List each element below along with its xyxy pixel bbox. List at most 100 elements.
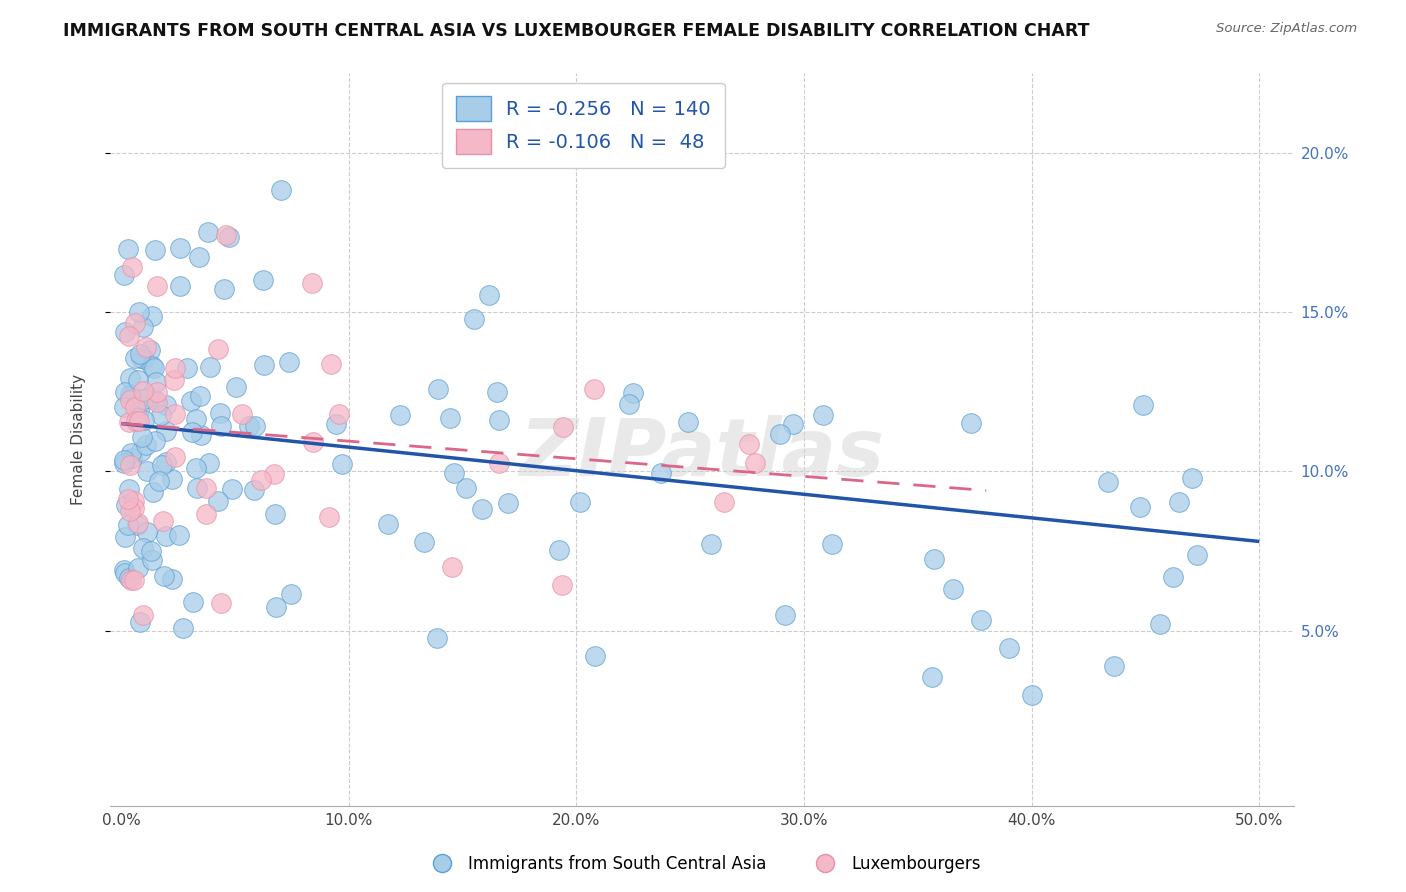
- Point: [744, 457, 766, 471]
- Text: ZIPatlas: ZIPatlas: [519, 415, 884, 493]
- Point: [325, 417, 347, 431]
- Point: [132, 392, 155, 406]
- Point: [112, 456, 135, 470]
- Point: [114, 384, 136, 399]
- Point: [118, 458, 141, 472]
- Point: [142, 485, 165, 500]
- Point: [141, 359, 163, 374]
- Point: [118, 483, 141, 497]
- Point: [184, 411, 207, 425]
- Point: [225, 380, 247, 394]
- Point: [440, 560, 463, 574]
- Point: [242, 483, 264, 498]
- Point: [209, 419, 232, 434]
- Point: [117, 517, 139, 532]
- Point: [145, 384, 167, 399]
- Point: [155, 398, 177, 412]
- Point: [1129, 500, 1152, 515]
- Point: [118, 504, 141, 518]
- Point: [112, 452, 135, 467]
- Point: [152, 458, 174, 472]
- Point: [263, 467, 285, 481]
- Point: [922, 552, 945, 566]
- Point: [180, 425, 202, 439]
- Point: [252, 272, 274, 286]
- Point: [478, 287, 501, 301]
- Point: [169, 241, 191, 255]
- Point: [190, 427, 212, 442]
- Point: [122, 573, 145, 587]
- Point: [676, 415, 699, 429]
- Point: [124, 414, 146, 428]
- Point: [921, 670, 943, 684]
- Point: [115, 498, 138, 512]
- Point: [548, 543, 571, 558]
- Point: [118, 571, 141, 585]
- Point: [214, 227, 236, 242]
- Point: [1097, 475, 1119, 489]
- Point: [214, 282, 236, 296]
- Point: [138, 390, 160, 404]
- Point: [120, 446, 142, 460]
- Point: [125, 517, 148, 532]
- Point: [551, 419, 574, 434]
- Point: [207, 343, 229, 357]
- Point: [120, 574, 142, 588]
- Point: [127, 561, 149, 575]
- Point: [132, 541, 155, 556]
- Point: [188, 251, 211, 265]
- Point: [266, 599, 288, 614]
- Point: [377, 517, 399, 532]
- Point: [122, 501, 145, 516]
- Point: [136, 464, 159, 478]
- Point: [112, 268, 135, 282]
- Point: [1021, 688, 1043, 702]
- Point: [218, 230, 240, 244]
- Point: [132, 384, 155, 399]
- Point: [207, 493, 229, 508]
- Point: [443, 467, 465, 481]
- Point: [118, 392, 141, 407]
- Point: [145, 375, 167, 389]
- Point: [128, 403, 150, 417]
- Point: [128, 305, 150, 319]
- Point: [129, 443, 152, 458]
- Point: [253, 359, 276, 373]
- Text: IMMIGRANTS FROM SOUTH CENTRAL ASIA VS LUXEMBOURGER FEMALE DISABILITY CORRELATION: IMMIGRANTS FROM SOUTH CENTRAL ASIA VS LU…: [63, 22, 1090, 40]
- Point: [136, 524, 159, 539]
- Point: [114, 566, 136, 581]
- Point: [811, 408, 834, 422]
- Point: [198, 456, 221, 470]
- Point: [163, 373, 186, 387]
- Point: [117, 242, 139, 256]
- Point: [186, 481, 208, 495]
- Point: [152, 514, 174, 528]
- Point: [131, 608, 153, 623]
- Point: [1161, 569, 1184, 583]
- Point: [277, 355, 299, 369]
- Point: [128, 414, 150, 428]
- Point: [551, 578, 574, 592]
- Point: [194, 481, 217, 495]
- Point: [190, 388, 212, 402]
- Point: [143, 434, 166, 448]
- Point: [118, 371, 141, 385]
- Point: [263, 508, 285, 522]
- Point: [1187, 548, 1209, 562]
- Point: [970, 613, 993, 627]
- Y-axis label: Female Disability: Female Disability: [72, 374, 86, 505]
- Point: [141, 553, 163, 567]
- Legend: R = -0.256   N = 140, R = -0.106   N =  48: R = -0.256 N = 140, R = -0.106 N = 48: [441, 83, 724, 168]
- Point: [145, 244, 167, 258]
- Point: [330, 458, 353, 472]
- Point: [231, 408, 253, 422]
- Point: [114, 326, 136, 340]
- Point: [1181, 470, 1204, 484]
- Point: [131, 320, 153, 334]
- Point: [1132, 398, 1154, 412]
- Point: [198, 360, 221, 375]
- Point: [163, 407, 186, 421]
- Point: [117, 492, 139, 507]
- Point: [132, 351, 155, 366]
- Point: [389, 408, 412, 422]
